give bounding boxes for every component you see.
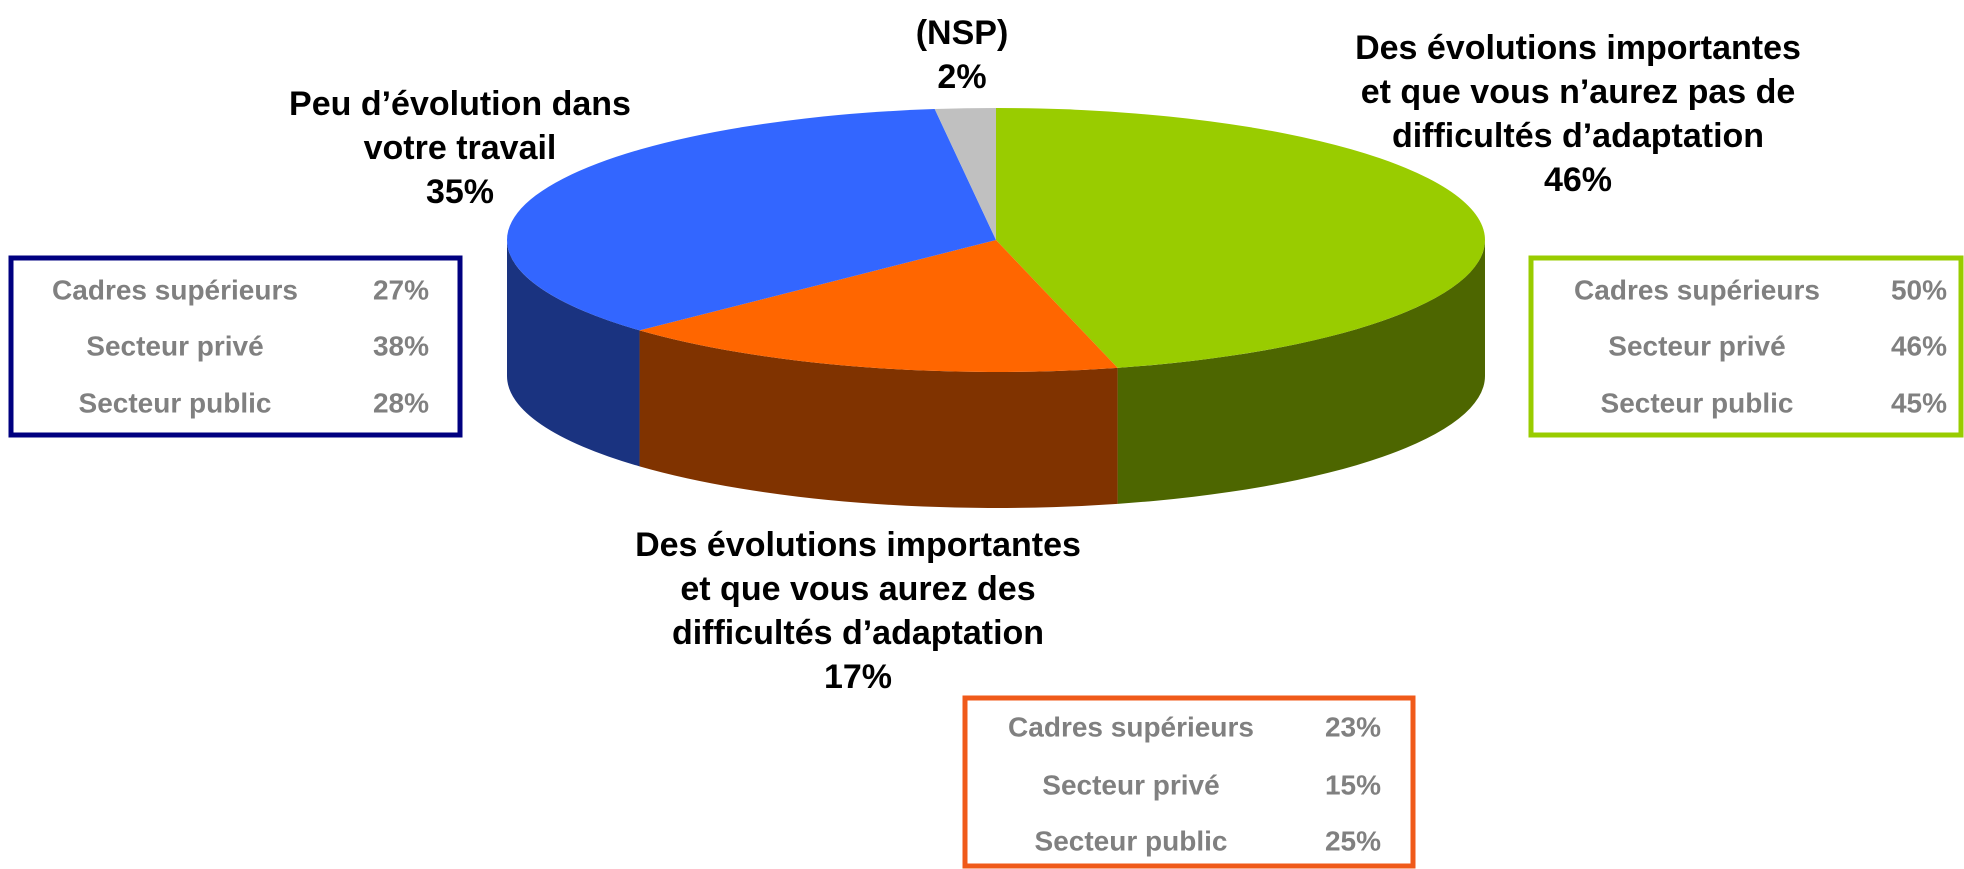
- pie-slice: [506, 109, 996, 331]
- breakdown-label: Secteur privé: [1042, 769, 1219, 800]
- breakdown-label: Secteur public: [79, 387, 272, 418]
- slice-value-label: 17%: [824, 658, 892, 696]
- slice-label: difficultés d’adaptation: [1392, 117, 1764, 155]
- breakdown-box: [1528, 255, 1964, 438]
- breakdown-label: Secteur privé: [86, 330, 263, 361]
- slice-label: Peu d’évolution dans: [289, 85, 631, 123]
- breakdown-label: Cadres supérieurs: [52, 274, 298, 305]
- breakdown-value: 46%: [1891, 330, 1947, 361]
- slice-label: (NSP): [916, 14, 1009, 52]
- breakdown-value: 15%: [1325, 769, 1381, 800]
- breakdown-box: [962, 695, 1416, 869]
- slice-value-label: 35%: [426, 173, 494, 211]
- breakdown-value: 28%: [373, 387, 429, 418]
- breakdown-value: 45%: [1891, 387, 1947, 418]
- breakdown-value: 50%: [1891, 274, 1947, 305]
- slice-label: et que vous aurez des: [680, 570, 1035, 608]
- pie-slice: [639, 240, 1118, 372]
- breakdown-value: 23%: [1325, 711, 1381, 742]
- breakdown-label: Cadres supérieurs: [1574, 274, 1820, 305]
- breakdown-label: Secteur privé: [1608, 330, 1785, 361]
- breakdown-box: [8, 255, 463, 438]
- slice-label: Des évolutions importantes: [635, 526, 1081, 564]
- slice-label: Des évolutions importantes: [1355, 29, 1801, 67]
- breakdown-label: Cadres supérieurs: [1008, 711, 1254, 742]
- breakdown-value: 38%: [373, 330, 429, 361]
- pie-side: [639, 330, 1118, 509]
- slice-value-label: 2%: [937, 58, 986, 96]
- slice-label: votre travail: [364, 129, 557, 167]
- slice-value-label: 46%: [1544, 161, 1612, 199]
- pie-side: [507, 240, 640, 467]
- breakdown-value: 25%: [1325, 825, 1381, 856]
- pie-slice: [996, 108, 1485, 368]
- slice-label: et que vous n’aurez pas de: [1361, 73, 1796, 111]
- breakdown-label: Secteur public: [1035, 825, 1228, 856]
- pie-slice: [934, 108, 996, 240]
- slice-label: difficultés d’adaptation: [672, 614, 1044, 652]
- pie-side: [1117, 240, 1485, 504]
- breakdown-value: 27%: [373, 274, 429, 305]
- breakdown-label: Secteur public: [1601, 387, 1794, 418]
